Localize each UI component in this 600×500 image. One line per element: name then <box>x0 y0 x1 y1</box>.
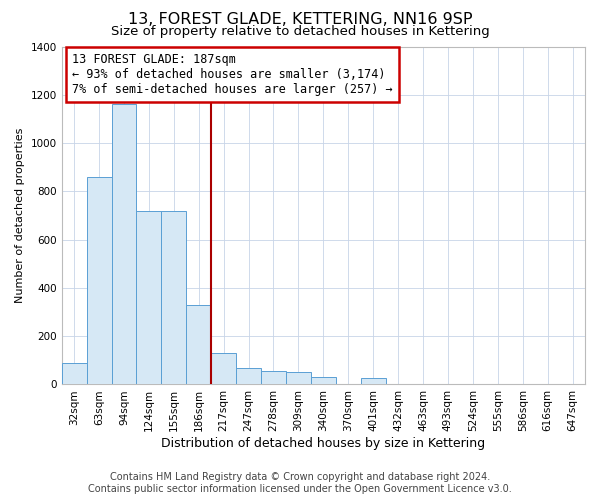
Text: 13, FOREST GLADE, KETTERING, NN16 9SP: 13, FOREST GLADE, KETTERING, NN16 9SP <box>128 12 472 28</box>
Text: 13 FOREST GLADE: 187sqm
← 93% of detached houses are smaller (3,174)
7% of semi-: 13 FOREST GLADE: 187sqm ← 93% of detache… <box>72 54 393 96</box>
Bar <box>186 305 211 384</box>
Bar <box>311 377 336 384</box>
Bar <box>261 371 286 384</box>
Bar <box>136 210 161 384</box>
Bar <box>286 372 311 384</box>
Bar <box>211 353 236 384</box>
Bar <box>361 378 386 384</box>
Bar <box>112 104 136 384</box>
Bar <box>86 177 112 384</box>
X-axis label: Distribution of detached houses by size in Kettering: Distribution of detached houses by size … <box>161 437 485 450</box>
Bar <box>161 210 186 384</box>
Bar <box>236 368 261 384</box>
Bar <box>62 362 86 384</box>
Text: Size of property relative to detached houses in Kettering: Size of property relative to detached ho… <box>110 25 490 38</box>
Y-axis label: Number of detached properties: Number of detached properties <box>15 128 25 303</box>
Text: Contains HM Land Registry data © Crown copyright and database right 2024.
Contai: Contains HM Land Registry data © Crown c… <box>88 472 512 494</box>
